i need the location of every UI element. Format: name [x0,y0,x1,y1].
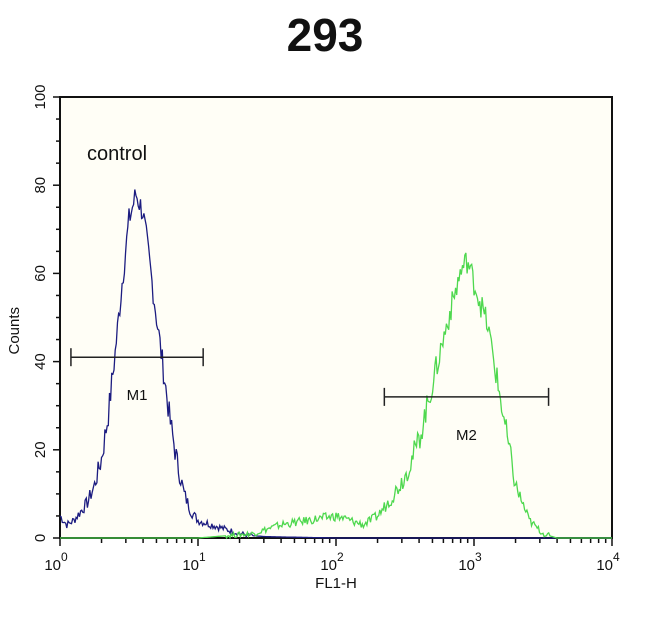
series-line-sample [60,252,612,540]
series-line-control [59,189,612,539]
x-tick-label: 104 [596,550,620,574]
y-axis-label: Counts [6,307,23,355]
y-tick-label: 100 [32,84,49,109]
x-tick-exponent: 4 [613,550,620,564]
x-tick-label: 101 [182,550,206,574]
marker-label-M2: M2 [456,427,477,444]
y-tick-label: 20 [32,441,49,458]
x-tick-exponent: 2 [337,550,344,564]
y-tick-label: 80 [32,177,49,194]
plot-frame [59,96,613,539]
x-tick-label: 100 [44,550,68,574]
x-tick-exponent: 3 [475,550,482,564]
x-axis-label: FL1-H [315,575,357,592]
marker-label-M1: M1 [127,387,148,404]
y-tick-label: 40 [32,353,49,370]
chart-title: 293 [286,9,364,61]
x-tick-label: 102 [320,550,344,574]
x-tick-exponent: 1 [199,550,206,564]
y-tick-label: 60 [32,265,49,282]
x-tick-label: 103 [458,550,482,574]
x-tick-exponent: 0 [61,550,68,564]
y-tick-label: 0 [32,534,49,542]
control-annotation: control [87,143,147,165]
